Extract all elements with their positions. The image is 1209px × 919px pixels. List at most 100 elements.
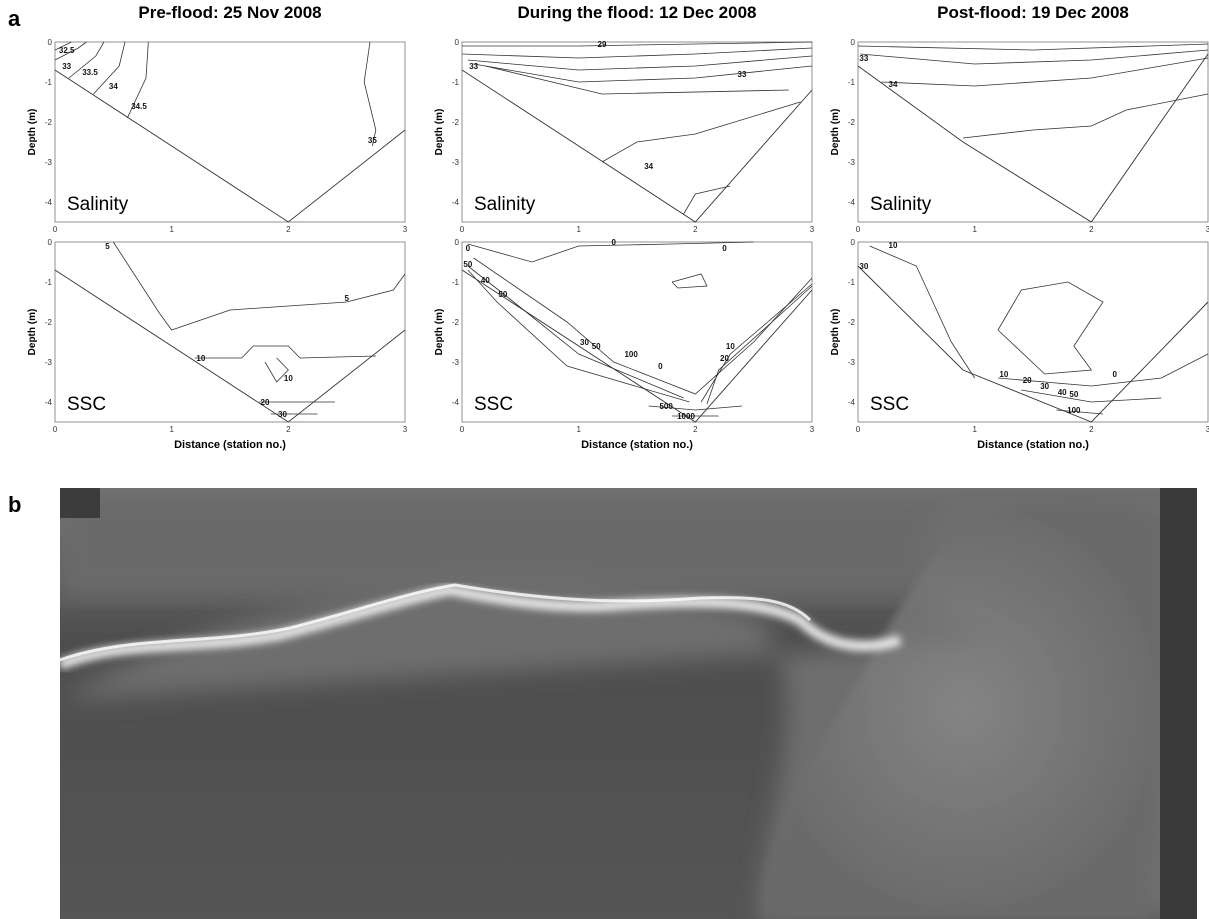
y-axis-label: Depth (m): [434, 309, 445, 356]
contour-label: 29: [598, 40, 607, 49]
seabed-line: [54, 269, 406, 423]
contour-label: 100: [624, 350, 638, 359]
x-tick-label: 2: [693, 425, 698, 434]
contour-label: 10: [196, 354, 205, 363]
contour-line: [54, 41, 72, 51]
y-tick-label: 0: [455, 38, 460, 47]
contour-label: 100: [1067, 406, 1081, 415]
contour-line: [601, 101, 801, 163]
contour-line: [467, 269, 690, 403]
contour-line: [706, 285, 813, 405]
x-tick-label: 0: [856, 425, 861, 434]
contour-line: [467, 241, 754, 263]
x-tick-label: 0: [460, 425, 465, 434]
plot-frame: [54, 41, 406, 223]
contour-label: 0: [466, 244, 471, 253]
x-tick-label: 3: [403, 225, 408, 234]
x-tick-label: 0: [53, 425, 58, 434]
contour-label: 0: [1112, 370, 1117, 379]
x-axis-label: Distance (station no.): [581, 439, 693, 451]
y-tick-label: -3: [452, 158, 460, 167]
y-tick-label: -3: [45, 158, 53, 167]
contour-label: 10: [726, 342, 735, 351]
contour-label: 35: [368, 136, 377, 145]
contour-label: 0: [611, 238, 616, 247]
contour-line: [648, 405, 743, 411]
y-tick-label: -1: [45, 278, 53, 287]
seabed-line: [461, 69, 813, 223]
y-tick-label: -1: [45, 78, 53, 87]
x-tick-label: 3: [810, 225, 815, 234]
contour-line: [112, 241, 406, 331]
y-axis-label: Depth (m): [830, 109, 841, 156]
contour-label: 50: [592, 342, 601, 351]
y-tick-label: -3: [452, 358, 460, 367]
contour-label: 10: [889, 241, 898, 250]
y-axis-label: Depth (m): [830, 309, 841, 356]
contour-label: 20: [1023, 376, 1032, 385]
x-tick-label: 2: [1089, 225, 1094, 234]
y-tick-label: -2: [848, 318, 856, 327]
contour-line: [473, 257, 813, 395]
x-tick-label: 1: [169, 225, 174, 234]
contour-label: 50: [1069, 390, 1078, 399]
contour-label: 34: [109, 82, 118, 91]
variable-label: Salinity: [870, 194, 932, 215]
y-tick-label: 0: [455, 238, 460, 247]
contour-line: [54, 41, 87, 61]
contour-label: 0: [722, 244, 727, 253]
column-title: Pre-flood: 25 Nov 2008: [138, 3, 321, 22]
contour-label: 20: [261, 398, 270, 407]
y-tick-label: -1: [848, 278, 856, 287]
contour-line: [126, 41, 149, 119]
column-title: During the flood: 12 Dec 2008: [518, 3, 757, 22]
variable-label: Salinity: [67, 194, 129, 215]
y-tick-label: -4: [848, 198, 856, 207]
x-tick-label: 1: [576, 225, 581, 234]
contour-label: 10: [284, 374, 293, 383]
y-tick-label: -2: [452, 318, 460, 327]
x-tick-label: 3: [1206, 225, 1209, 234]
contour-label: 33: [738, 70, 747, 79]
contour-line: [1021, 389, 1162, 403]
contour-line: [997, 281, 1104, 375]
contour-label: 32.5: [59, 46, 75, 55]
y-axis-label: Depth (m): [434, 109, 445, 156]
contour-line: [997, 353, 1209, 387]
y-tick-label: -4: [45, 198, 53, 207]
y-axis-label: Depth (m): [27, 109, 38, 156]
y-tick-label: 0: [48, 38, 53, 47]
x-tick-label: 1: [972, 225, 977, 234]
y-tick-label: 0: [851, 238, 856, 247]
seabed-line: [461, 269, 813, 423]
y-tick-label: -2: [45, 118, 53, 127]
y-tick-label: -4: [848, 398, 856, 407]
x-tick-label: 2: [1089, 425, 1094, 434]
contour-line: [68, 41, 105, 79]
contour-label: 10: [999, 370, 1008, 379]
x-axis-label: Distance (station no.): [174, 439, 286, 451]
x-tick-label: 0: [460, 225, 465, 234]
contour-line: [467, 265, 684, 399]
contour-label: 30: [859, 262, 868, 271]
x-tick-label: 2: [693, 225, 698, 234]
x-tick-label: 3: [810, 425, 815, 434]
y-axis-label: Depth (m): [27, 309, 38, 356]
column-title: Post-flood: 19 Dec 2008: [937, 3, 1129, 22]
contour-line: [93, 41, 126, 95]
y-tick-label: -3: [45, 358, 53, 367]
contour-line: [195, 345, 376, 359]
seabed-line: [857, 265, 1209, 423]
y-tick-label: -1: [848, 78, 856, 87]
y-tick-label: -1: [452, 278, 460, 287]
x-tick-label: 3: [1206, 425, 1209, 434]
contour-label: 1000: [677, 412, 695, 421]
x-tick-label: 3: [403, 425, 408, 434]
x-tick-label: 2: [286, 425, 291, 434]
y-tick-label: -4: [452, 398, 460, 407]
contour-label: 33: [469, 62, 478, 71]
plot-frame: [461, 241, 813, 423]
seabed-line: [54, 69, 406, 223]
y-tick-label: 0: [851, 38, 856, 47]
